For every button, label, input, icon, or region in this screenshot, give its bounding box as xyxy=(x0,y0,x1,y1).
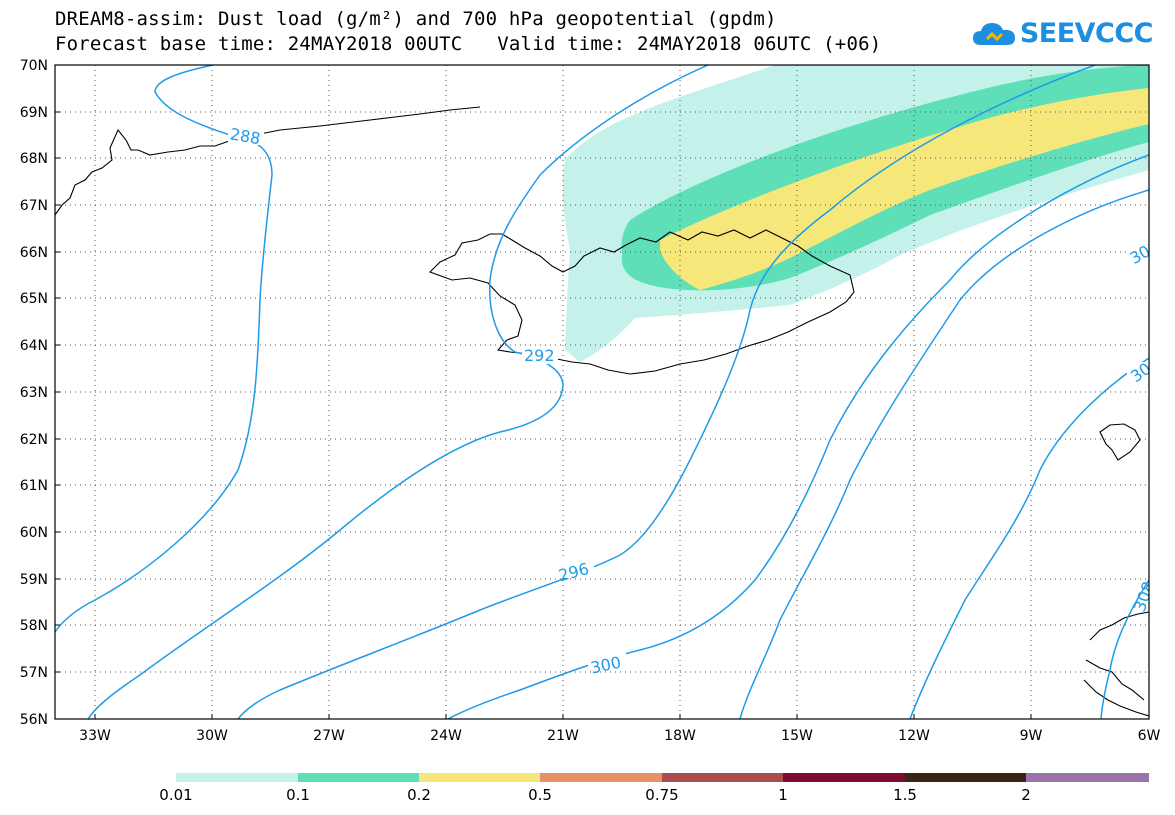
title-line-2: Forecast base time: 24MAY2018 00UTC Vali… xyxy=(55,33,882,55)
contour-308 xyxy=(909,357,1149,719)
contour-label: 304 xyxy=(1127,353,1163,386)
lon-labels: 33W 30W 27W 24W 21W 18W 15W 12W 9W 6W xyxy=(79,728,1160,744)
colorbar-swatch xyxy=(540,773,662,782)
lon-label: 18W xyxy=(664,728,696,744)
lat-label: 70N xyxy=(20,58,48,74)
lon-label: 9W xyxy=(1020,728,1043,744)
contour-label: 308 xyxy=(1130,579,1158,614)
lat-label: 67N xyxy=(20,198,48,214)
colorbar-swatch xyxy=(662,773,783,782)
lat-label: 69N xyxy=(20,105,48,121)
colorbar-label: 0.75 xyxy=(645,786,678,804)
coast-greenland xyxy=(55,106,481,216)
lat-label: 65N xyxy=(20,291,48,307)
lon-label: 27W xyxy=(313,728,345,744)
colorbar-label: 2 xyxy=(1021,786,1031,804)
seevccc-logo: SEEVCCC xyxy=(972,18,1154,49)
contour-label: 292 xyxy=(524,346,555,365)
colorbar-label: 0.5 xyxy=(528,786,552,804)
lat-labels: 70N 69N 68N 67N 66N 65N 64N 63N 62N 61N … xyxy=(20,58,48,728)
title-line-1: DREAM8-assim: Dust load (g/m²) and 700 h… xyxy=(55,8,777,30)
logo-text: SEEVCCC xyxy=(1019,18,1154,49)
lat-label: 60N xyxy=(20,525,48,541)
colorbar-swatch xyxy=(419,773,540,782)
coast-scotland xyxy=(1083,611,1149,717)
lon-label: 33W xyxy=(79,728,111,744)
lat-label: 61N xyxy=(20,478,48,494)
geopotential-contours xyxy=(55,65,1149,719)
contour-296 xyxy=(237,65,1096,719)
contour-304 xyxy=(739,189,1149,719)
contour-labels: 288 292 296 300 300 304 308 xyxy=(228,124,1163,677)
dust-shade-02 xyxy=(660,88,1149,290)
lat-label: 66N xyxy=(20,245,48,261)
ticks xyxy=(55,111,1032,719)
coast-iceland xyxy=(429,229,855,375)
contour-292 xyxy=(87,65,709,719)
lat-label: 58N xyxy=(20,618,48,634)
lat-label: 62N xyxy=(20,432,48,448)
contour-312 xyxy=(1100,579,1149,719)
lon-label: 12W xyxy=(898,728,930,744)
lon-label: 21W xyxy=(547,728,579,744)
lat-label: 63N xyxy=(20,385,48,401)
colorbar-label: 0.01 xyxy=(159,786,192,804)
lat-label: 56N xyxy=(20,712,48,728)
cloud-logo-icon xyxy=(972,22,1015,45)
colorbar-swatch xyxy=(1026,773,1149,782)
lon-label: 30W xyxy=(196,728,228,744)
contour-288 xyxy=(55,65,273,633)
colorbar-label: 1.5 xyxy=(893,786,917,804)
graticule xyxy=(55,65,1149,719)
lat-label: 68N xyxy=(20,151,48,167)
colorbar: 0.01 0.1 0.2 0.5 0.75 1 1.5 2 xyxy=(159,773,1149,804)
contour-label: 300 xyxy=(1126,236,1162,268)
lon-label: 15W xyxy=(781,728,813,744)
colorbar-swatch xyxy=(783,773,905,782)
colorbar-swatch xyxy=(298,773,419,782)
lat-label: 57N xyxy=(20,665,48,681)
lat-label: 64N xyxy=(20,338,48,354)
lon-label: 6W xyxy=(1138,728,1161,744)
colorbar-label: 0.1 xyxy=(286,786,310,804)
colorbar-label: 1 xyxy=(778,786,788,804)
colorbar-label: 0.2 xyxy=(407,786,431,804)
contour-300 xyxy=(447,154,1149,719)
coastlines xyxy=(55,106,1149,717)
lon-label: 24W xyxy=(430,728,462,744)
lat-label: 59N xyxy=(20,572,48,588)
map-area: 288 292 296 300 300 304 308 xyxy=(55,65,1163,719)
colorbar-swatch xyxy=(176,773,298,782)
coast-faroe xyxy=(1099,423,1141,461)
colorbar-swatch xyxy=(905,773,1026,782)
